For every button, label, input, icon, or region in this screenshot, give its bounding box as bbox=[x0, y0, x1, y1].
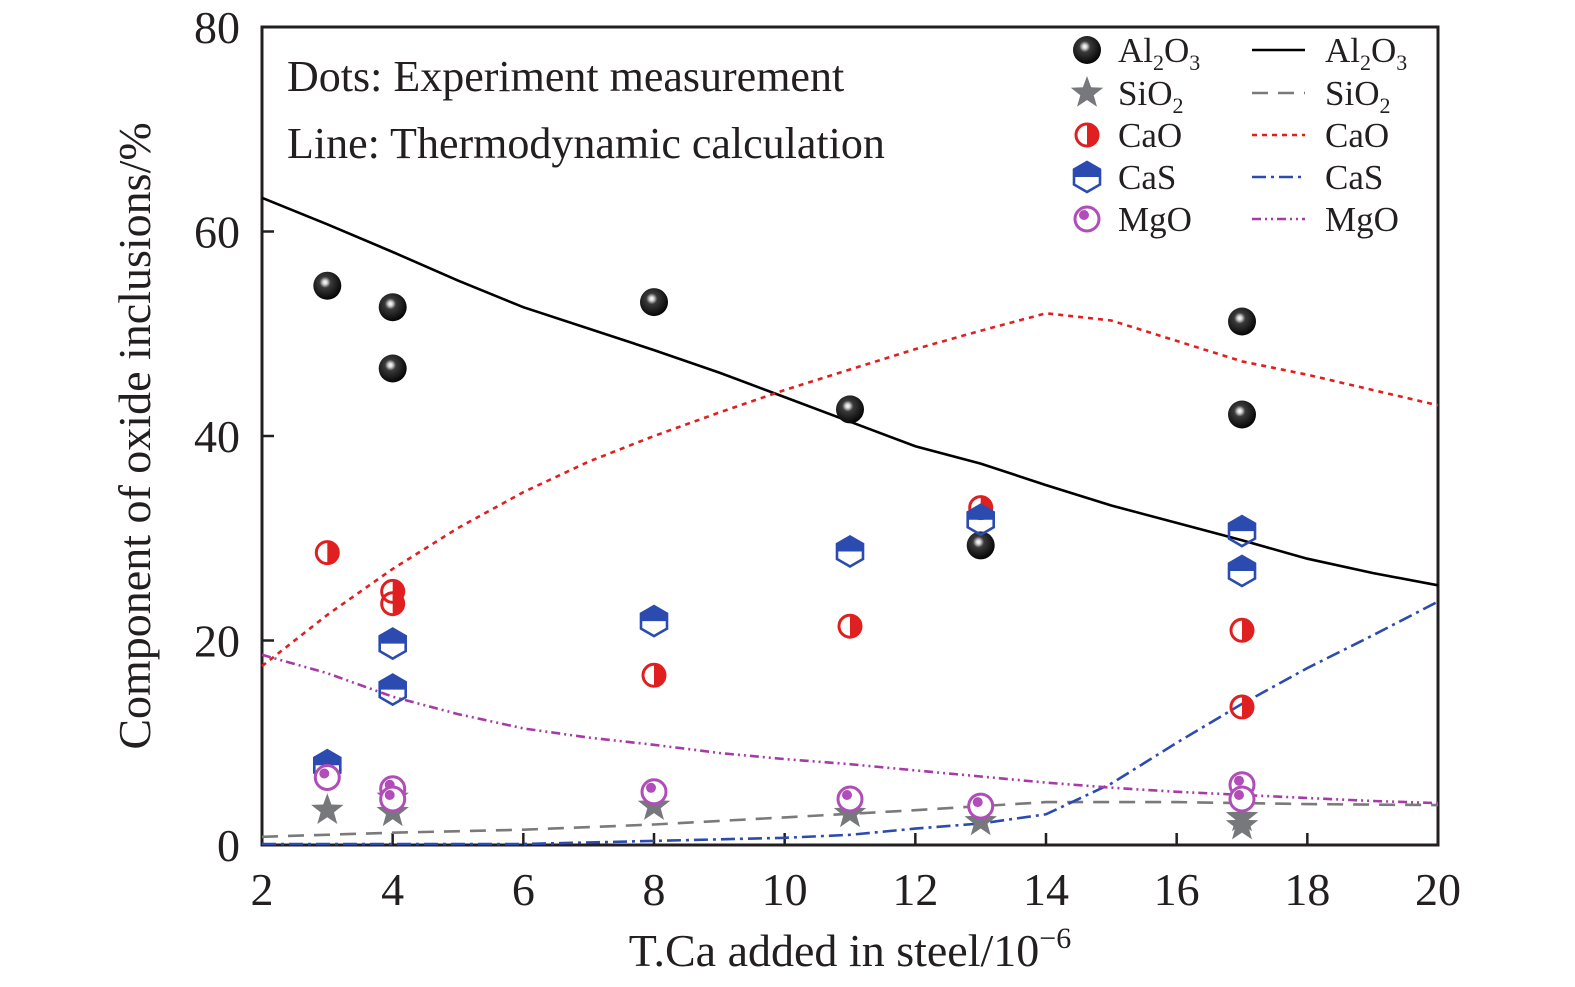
point-CaS-6 bbox=[1227, 514, 1257, 548]
x-tick-label: 4 bbox=[381, 864, 404, 915]
x-tick-label: 6 bbox=[512, 864, 535, 915]
x-tick-label: 14 bbox=[1023, 864, 1069, 915]
y-tick-label: 20 bbox=[194, 616, 240, 667]
legend-marker-MgO bbox=[1073, 205, 1101, 233]
legend-label-calculation_series-CaO: CaO bbox=[1325, 116, 1389, 155]
y-tick-label: 60 bbox=[194, 207, 240, 258]
point-Al2O3-3 bbox=[640, 288, 668, 317]
point-Al2O3-0 bbox=[313, 271, 342, 300]
point-CaS-4 bbox=[835, 534, 865, 569]
point-MgO-7 bbox=[1228, 785, 1256, 813]
legend-marker-Al2O3 bbox=[1073, 36, 1101, 64]
y-axis-tick-labels: 0 20 40 60 80 bbox=[194, 2, 240, 871]
x-axis-title: T.Ca added in steel/10−6 bbox=[629, 922, 1071, 976]
point-CaS-5 bbox=[966, 503, 996, 537]
point-MgO-5 bbox=[967, 792, 995, 820]
plot-area bbox=[260, 25, 1440, 847]
point-CaO-7 bbox=[1229, 694, 1255, 720]
x-tick-label: 8 bbox=[643, 864, 666, 915]
x-tick-label: 12 bbox=[892, 864, 938, 915]
point-MgO-4 bbox=[836, 785, 864, 813]
x-tick-label: 18 bbox=[1284, 864, 1330, 915]
legend-label-experiment_series-CaO: CaO bbox=[1118, 116, 1182, 155]
legend-label-calculation_series-Al2O3: Al2O3 bbox=[1325, 31, 1407, 75]
point-Al2O3-4 bbox=[836, 395, 864, 424]
legend-label-experiment_series-SiO2: SiO2 bbox=[1118, 74, 1183, 118]
legend-label-calculation_series-CaS: CaS bbox=[1325, 158, 1383, 197]
legend-marker-CaS bbox=[1072, 160, 1102, 194]
note-experiment: Dots: Experiment measurement bbox=[287, 52, 844, 101]
point-CaS-1 bbox=[378, 627, 408, 661]
point-CaO-0 bbox=[314, 540, 340, 566]
legend-label-experiment_series-MgO: MgO bbox=[1118, 200, 1192, 239]
y-tick-label: 40 bbox=[194, 411, 240, 462]
x-tick-label: 16 bbox=[1154, 864, 1200, 915]
point-CaO-6 bbox=[1229, 617, 1255, 643]
point-SiO2-7 bbox=[1225, 808, 1259, 840]
point-MgO-3 bbox=[640, 778, 668, 806]
point-CaS-2 bbox=[378, 673, 408, 707]
point-SiO2-0 bbox=[311, 793, 344, 824]
calc-line-Al2O3 bbox=[261, 196, 1439, 587]
point-Al2O3-5 bbox=[966, 531, 995, 560]
point-Al2O3-7 bbox=[1228, 400, 1256, 429]
note-calculation: Line: Thermodynamic calculation bbox=[287, 119, 885, 168]
calculation-lines bbox=[261, 196, 1439, 846]
x-axis-title-exponent: −6 bbox=[1039, 922, 1071, 955]
x-tick-label: 2 bbox=[251, 864, 274, 915]
calc-line-MgO bbox=[261, 653, 1439, 805]
legend-label-calculation_series-MgO: MgO bbox=[1325, 200, 1399, 239]
point-Al2O3-6 bbox=[1228, 307, 1256, 336]
axis-ticks bbox=[260, 25, 1440, 847]
point-MgO-0 bbox=[313, 764, 341, 791]
y-tick-label: 0 bbox=[217, 820, 240, 871]
legend-marker-SiO2 bbox=[1070, 76, 1104, 107]
x-axis-tick-labels: 2 4 6 8 10 12 14 16 18 20 bbox=[251, 864, 1462, 915]
point-CaO-3 bbox=[641, 662, 667, 688]
point-CaS-7 bbox=[1227, 554, 1257, 588]
y-axis-title: Component of oxide inclusions/% bbox=[109, 122, 160, 749]
legend-label-calculation_series-SiO2: SiO2 bbox=[1325, 74, 1390, 118]
point-Al2O3-2 bbox=[378, 354, 407, 383]
point-SiO2-5 bbox=[964, 804, 997, 836]
legend-label-experiment_series-Al2O3: Al2O3 bbox=[1118, 31, 1200, 75]
point-CaO-2 bbox=[380, 591, 406, 617]
legend-label-experiment_series-CaS: CaS bbox=[1118, 158, 1176, 197]
x-axis-title-text: T.Ca added in steel/10 bbox=[629, 925, 1039, 976]
x-tick-label: 10 bbox=[762, 864, 808, 915]
point-CaS-3 bbox=[639, 604, 669, 638]
x-tick-label: 20 bbox=[1415, 864, 1461, 915]
y-tick-label: 80 bbox=[194, 2, 240, 53]
calc-line-CaO bbox=[261, 311, 1439, 668]
experiment-points bbox=[311, 271, 1259, 840]
calc-line-CaS bbox=[262, 600, 1439, 846]
point-Al2O3-1 bbox=[378, 293, 407, 322]
legend-marker-CaO bbox=[1074, 122, 1100, 148]
point-CaO-4 bbox=[837, 613, 863, 639]
point-MgO-2 bbox=[379, 785, 407, 813]
calc-line-SiO2 bbox=[261, 800, 1439, 839]
